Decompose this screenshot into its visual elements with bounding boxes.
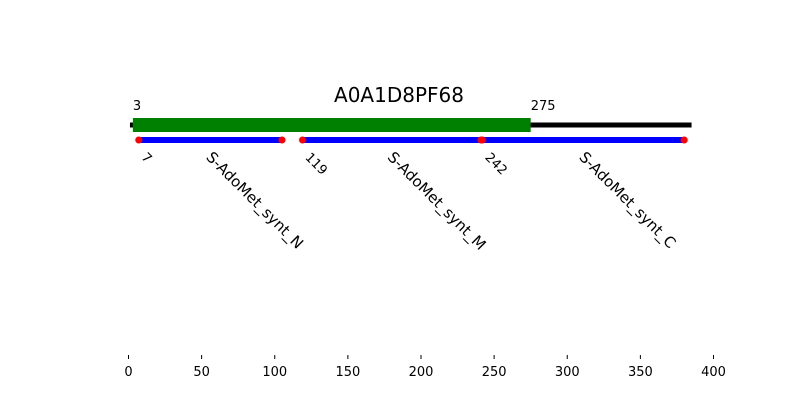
region-bar xyxy=(132,118,531,132)
x-tick-label: 300 xyxy=(555,365,580,380)
region-start-label: 3 xyxy=(133,99,141,114)
domain-start-label: 7 xyxy=(138,150,154,166)
x-tick-label: 400 xyxy=(701,365,726,380)
domain-start-marker xyxy=(478,136,486,144)
x-axis: 0 50 100 150 200 250 300 350 400 xyxy=(124,355,726,380)
x-tick-label: 200 xyxy=(409,365,434,380)
x-tick-label: 100 xyxy=(262,365,287,380)
region-end-label: 275 xyxy=(531,99,556,114)
x-tick-label: 350 xyxy=(628,365,653,380)
domain-end-marker xyxy=(278,136,286,144)
x-tick-label: 50 xyxy=(193,365,210,380)
domain-start-marker xyxy=(135,136,143,144)
diagram-title: A0A1D8PF68 xyxy=(334,83,464,107)
x-tick-label: 250 xyxy=(482,365,507,380)
domain-name-label: S-AdoMet_synt_C xyxy=(575,148,680,253)
domain-name-label: S-AdoMet_synt_N xyxy=(202,148,307,253)
domain-end-marker xyxy=(680,136,688,144)
x-tick-label: 150 xyxy=(335,365,360,380)
domain-start-marker xyxy=(299,136,307,144)
domain-start-label: 242 xyxy=(482,150,510,178)
domain-start-label: 119 xyxy=(302,150,330,178)
domain-name-label: S-AdoMet_synt_M xyxy=(383,148,489,254)
x-tick-label: 0 xyxy=(124,365,132,380)
